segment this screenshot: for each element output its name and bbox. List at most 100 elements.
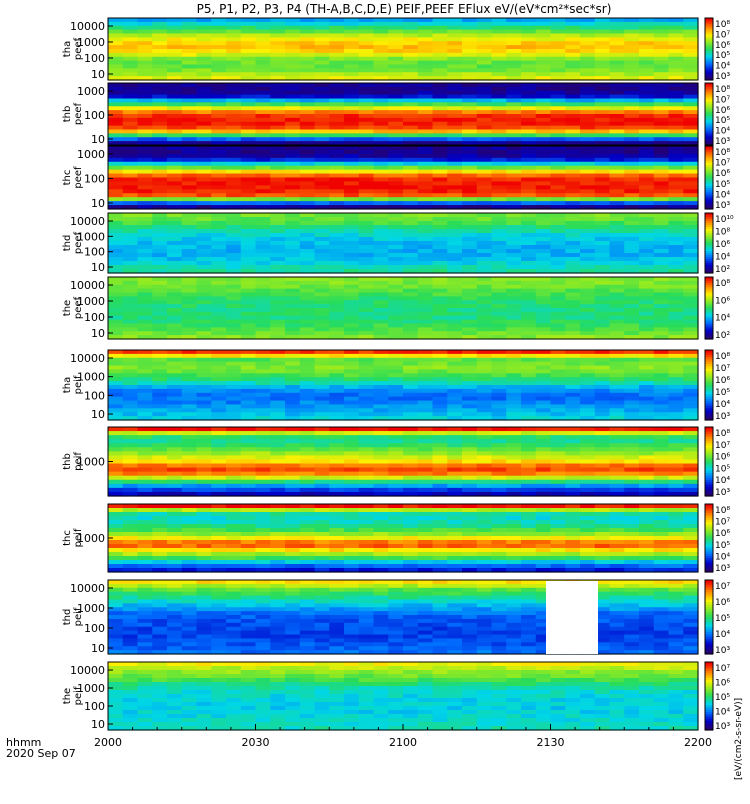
colorbar-tick-label: 10⁶ — [715, 296, 730, 306]
heatmap-cell — [329, 241, 344, 246]
heatmap-cell — [610, 65, 625, 69]
heatmap-cell — [197, 26, 212, 30]
heatmap-cell — [300, 91, 315, 95]
heatmap-cell — [492, 45, 507, 49]
heatmap-cell — [595, 484, 610, 489]
heatmap-cell — [418, 358, 433, 362]
heatmap-cell — [669, 65, 684, 69]
heatmap-cell — [624, 53, 639, 57]
heatmap-cell — [565, 265, 580, 270]
heatmap-cell — [329, 385, 344, 389]
heatmap-cell — [639, 18, 654, 22]
heatmap-cell — [403, 281, 418, 285]
heatmap-cell — [462, 137, 477, 141]
heatmap-cell — [403, 189, 418, 194]
heatmap-cell — [506, 193, 521, 198]
heatmap-cell — [285, 197, 300, 202]
heatmap-cell — [610, 397, 625, 401]
heatmap-cell — [610, 83, 625, 87]
heatmap-cell — [374, 162, 389, 167]
heatmap-cell — [654, 289, 669, 293]
heatmap-cell — [241, 300, 256, 304]
heatmap-cell — [654, 408, 669, 412]
heatmap-cell — [182, 65, 197, 69]
heatmap-cell — [492, 49, 507, 53]
heatmap-cell — [300, 99, 315, 103]
heatmap-cell — [551, 443, 566, 448]
heatmap-cell — [403, 34, 418, 38]
heatmap-cell — [610, 308, 625, 312]
heatmap-cell — [270, 118, 285, 122]
heatmap-cell — [315, 197, 330, 202]
heatmap-cell — [433, 45, 448, 49]
heatmap-cell — [492, 277, 507, 281]
heatmap-cell — [211, 106, 226, 110]
heatmap-cell — [197, 261, 212, 266]
heatmap-cell — [315, 189, 330, 194]
heatmap-cell — [433, 401, 448, 405]
heatmap-cell — [610, 95, 625, 99]
heatmap-cell — [654, 439, 669, 444]
heatmap-cell — [211, 300, 226, 304]
heatmap-cell — [300, 225, 315, 230]
heatmap-cell — [521, 221, 536, 226]
heatmap-cell — [197, 443, 212, 448]
heatmap-cell — [477, 233, 492, 238]
heatmap-cell — [551, 22, 566, 26]
heatmap-cell — [418, 95, 433, 99]
heatmap-cell — [374, 26, 389, 30]
heatmap-cell — [580, 439, 595, 444]
heatmap-cell — [329, 447, 344, 452]
heatmap-cell — [300, 320, 315, 324]
heatmap-cell — [683, 476, 698, 481]
heatmap-cell — [536, 99, 551, 103]
heatmap-cell — [300, 277, 315, 281]
heatmap-cell — [536, 237, 551, 242]
heatmap-cell — [138, 468, 153, 473]
heatmap-cell — [344, 18, 359, 22]
heatmap-cell — [492, 166, 507, 171]
heatmap-cell — [492, 118, 507, 122]
heatmap-cell — [374, 61, 389, 65]
heatmap-cell — [492, 65, 507, 69]
heatmap-cell — [433, 459, 448, 464]
panel-probe-label: tha — [62, 377, 73, 393]
heatmap-cell — [403, 233, 418, 238]
heatmap-cell — [403, 118, 418, 122]
heatmap-cell — [359, 181, 374, 186]
heatmap-cell — [462, 281, 477, 285]
heatmap-cell — [506, 324, 521, 328]
heatmap-cell — [152, 65, 167, 69]
heatmap-cell — [639, 362, 654, 366]
heatmap-cell — [624, 122, 639, 126]
heatmap-cell — [477, 320, 492, 324]
heatmap-cell — [624, 166, 639, 171]
heatmap-cell — [315, 265, 330, 270]
heatmap-cell — [477, 91, 492, 95]
heatmap-cell — [462, 366, 477, 370]
heatmap-cell — [506, 393, 521, 397]
heatmap-cell — [108, 133, 123, 137]
heatmap-cell — [580, 174, 595, 179]
heatmap-cell — [639, 174, 654, 179]
heatmap-cell — [521, 312, 536, 316]
heatmap-cell — [595, 324, 610, 328]
heatmap-cell — [492, 41, 507, 45]
heatmap-cell — [300, 451, 315, 456]
heatmap-cell — [433, 381, 448, 385]
heatmap-cell — [433, 331, 448, 335]
heatmap-cell — [152, 133, 167, 137]
heatmap-cell — [536, 185, 551, 190]
heatmap-cell — [315, 472, 330, 477]
heatmap-cell — [595, 393, 610, 397]
heatmap-cell — [315, 389, 330, 393]
heatmap-cell — [447, 277, 462, 281]
heatmap-cell — [329, 57, 344, 61]
heatmap-cell — [197, 213, 212, 218]
heatmap-cell — [521, 468, 536, 473]
heatmap-cell — [447, 316, 462, 320]
heatmap-cell — [551, 130, 566, 134]
heatmap-cell — [683, 480, 698, 485]
heatmap-cell — [462, 217, 477, 222]
heatmap-cell — [403, 22, 418, 26]
